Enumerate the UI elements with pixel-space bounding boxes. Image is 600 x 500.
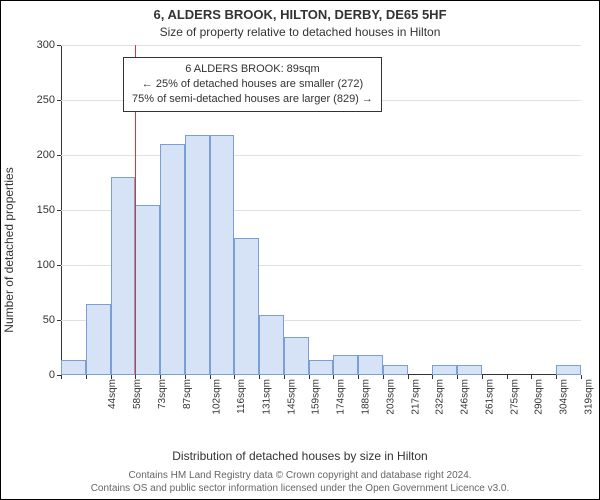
x-tick-mark <box>210 375 211 379</box>
histogram-bar <box>457 365 482 375</box>
x-tick-label: 304sqm <box>559 379 570 415</box>
x-tick-label: 87sqm <box>182 379 193 409</box>
histogram-bar <box>556 365 581 375</box>
y-tick-label: 150 <box>37 204 61 216</box>
x-tick-mark <box>556 375 557 379</box>
x-tick-label: 44sqm <box>107 379 118 409</box>
x-tick-label: 188sqm <box>361 379 372 415</box>
histogram-bar <box>358 355 383 375</box>
x-tick-label: 217sqm <box>410 379 421 415</box>
histogram-bar <box>432 365 457 375</box>
x-tick-mark <box>111 375 112 379</box>
x-tick-mark <box>185 375 186 379</box>
x-tick-mark <box>309 375 310 379</box>
y-tick-label: 300 <box>37 39 61 51</box>
y-tick-label: 100 <box>37 259 61 271</box>
x-tick-label: 116sqm <box>236 379 247 414</box>
histogram-bar <box>383 365 408 375</box>
plot-area: 05010015020025030044sqm58sqm73sqm87sqm10… <box>61 45 581 375</box>
x-tick-label: 73sqm <box>157 379 168 409</box>
x-tick-label: 58sqm <box>132 379 143 409</box>
histogram-bar <box>333 355 358 375</box>
x-tick-label: 246sqm <box>460 379 471 415</box>
x-tick-mark <box>234 375 235 379</box>
x-tick-mark <box>135 375 136 379</box>
attribution-line-2: Contains OS and public sector informatio… <box>1 483 599 496</box>
x-tick-label: 174sqm <box>336 379 347 415</box>
x-tick-label: 203sqm <box>385 379 396 415</box>
x-axis-label: Distribution of detached houses by size … <box>1 449 599 463</box>
histogram-bar <box>135 205 160 376</box>
info-box: 6 ALDERS BROOK: 89sqm← 25% of detached h… <box>123 57 382 112</box>
gridline <box>61 45 581 46</box>
x-tick-mark <box>408 375 409 379</box>
y-tick-label: 0 <box>49 369 61 381</box>
x-tick-label: 145sqm <box>286 379 297 415</box>
x-tick-label: 131sqm <box>262 379 273 415</box>
x-tick-mark <box>61 375 62 379</box>
x-tick-label: 102sqm <box>212 379 223 415</box>
x-tick-label: 275sqm <box>509 379 520 415</box>
attribution: Contains HM Land Registry data © Crown c… <box>1 470 599 495</box>
chart-title: 6, ALDERS BROOK, HILTON, DERBY, DE65 5HF <box>1 7 599 22</box>
x-tick-mark <box>432 375 433 379</box>
y-tick-label: 50 <box>43 314 61 326</box>
x-tick-mark <box>259 375 260 379</box>
histogram-bar <box>160 144 185 375</box>
histogram-bar <box>111 177 136 375</box>
x-tick-mark <box>86 375 87 379</box>
x-tick-mark <box>482 375 483 379</box>
x-tick-label: 319sqm <box>583 379 594 415</box>
x-tick-mark <box>457 375 458 379</box>
info-box-line: ← 25% of detached houses are smaller (27… <box>132 77 373 92</box>
y-tick-label: 250 <box>37 94 61 106</box>
histogram-bar <box>259 315 284 376</box>
histogram-bar <box>185 135 210 375</box>
histogram-bar <box>61 360 86 375</box>
histogram-bar <box>210 135 235 375</box>
x-tick-label: 261sqm <box>484 379 495 415</box>
x-tick-label: 159sqm <box>311 379 322 415</box>
plot: 05010015020025030044sqm58sqm73sqm87sqm10… <box>61 45 581 405</box>
x-tick-mark <box>160 375 161 379</box>
histogram-bar <box>284 337 309 376</box>
x-tick-mark <box>507 375 508 379</box>
chart-subtitle: Size of property relative to detached ho… <box>1 25 599 39</box>
attribution-line-1: Contains HM Land Registry data © Crown c… <box>1 470 599 483</box>
x-tick-label: 232sqm <box>435 379 446 415</box>
histogram-bar <box>86 304 111 376</box>
info-box-line: 75% of semi-detached houses are larger (… <box>132 92 373 107</box>
x-tick-label: 290sqm <box>534 379 545 415</box>
x-tick-mark <box>358 375 359 379</box>
x-tick-mark <box>581 375 582 379</box>
x-tick-mark <box>284 375 285 379</box>
y-tick-label: 200 <box>37 149 61 161</box>
gridline <box>61 155 581 156</box>
x-tick-mark <box>531 375 532 379</box>
y-axis-label: Number of detached properties <box>2 167 16 332</box>
info-box-line: 6 ALDERS BROOK: 89sqm <box>132 62 373 77</box>
histogram-bar <box>234 238 259 376</box>
x-tick-mark <box>333 375 334 379</box>
x-tick-mark <box>383 375 384 379</box>
histogram-bar <box>309 360 334 375</box>
chart-container: 6, ALDERS BROOK, HILTON, DERBY, DE65 5HF… <box>0 0 600 500</box>
